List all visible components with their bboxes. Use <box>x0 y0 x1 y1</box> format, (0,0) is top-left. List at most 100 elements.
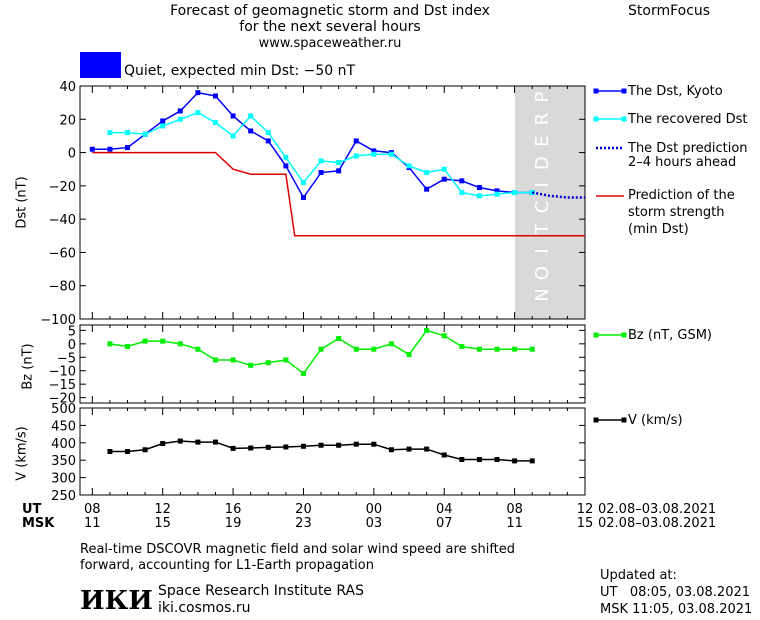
data-point <box>424 446 430 452</box>
msk-date-range: 02.08–03.08.2021 <box>598 516 717 531</box>
data-point <box>336 335 342 341</box>
data-point <box>476 346 482 352</box>
data-point <box>424 170 430 176</box>
y-tick-label: 450 <box>51 419 76 434</box>
legend-marker <box>621 88 627 94</box>
data-point <box>230 133 236 139</box>
y-tick-label: 400 <box>51 437 76 452</box>
updated-msk: MSK 11:05, 03.08.2021 <box>600 602 753 617</box>
data-point <box>441 452 447 458</box>
y-tick-label: −60 <box>49 246 76 261</box>
iki-logo: ИКИ <box>80 586 153 616</box>
data-point <box>265 360 271 366</box>
data-point <box>283 357 289 363</box>
data-point <box>125 449 131 454</box>
prediction-letter: T <box>532 223 553 236</box>
y-tick-label: 20 <box>59 113 76 128</box>
y-tick-label: 0 <box>68 338 76 353</box>
panel-frame <box>79 407 586 496</box>
data-point <box>459 178 465 184</box>
msk-tick-label: 11 <box>506 516 523 531</box>
chart-axes: −100−80−60−40−2002040−20−15−10−505250300… <box>40 80 586 504</box>
data-point <box>265 138 271 144</box>
msk-tick-label: 15 <box>154 516 171 531</box>
msk-label: MSK <box>22 516 55 531</box>
panel-frame <box>79 85 586 320</box>
data-point <box>424 186 430 192</box>
data-point <box>476 185 482 191</box>
y-tick-label: −40 <box>49 213 76 228</box>
y-tick-label: −5 <box>57 351 76 366</box>
data-point <box>300 195 306 201</box>
y-tick-label: −10 <box>49 365 76 380</box>
data-point <box>142 338 148 344</box>
data-point <box>177 341 183 347</box>
data-point <box>494 191 500 197</box>
chart-title-line2: for the next several hours <box>239 19 421 35</box>
legend-strength-line1: Prediction of the <box>628 188 735 203</box>
legend-marker <box>621 332 627 338</box>
data-point <box>107 341 113 347</box>
institute-site[interactable]: iki.cosmos.ru <box>158 600 251 616</box>
data-point <box>195 346 201 352</box>
data-point <box>388 341 394 347</box>
y-tick-label: 500 <box>51 402 76 417</box>
data-point <box>441 176 447 182</box>
data-point <box>195 90 201 96</box>
status-color-box <box>80 52 121 78</box>
data-point <box>160 123 166 129</box>
data-point <box>265 130 271 136</box>
data-point <box>494 346 500 352</box>
ut-date-range: 02.08–03.08.2021 <box>598 502 717 517</box>
data-point <box>512 458 518 464</box>
brand-name: StormFocus <box>628 3 711 19</box>
data-point <box>424 327 430 333</box>
data-point <box>300 443 306 449</box>
data-point <box>107 146 113 152</box>
data-point <box>142 447 148 453</box>
prediction-letter: D <box>532 156 553 170</box>
website-link[interactable]: www.spaceweather.ru <box>258 36 402 51</box>
data-point <box>371 441 377 447</box>
data-point <box>248 445 254 451</box>
data-point <box>177 116 183 122</box>
legend-strength-line2: storm strength <box>628 205 725 220</box>
data-point <box>336 442 342 448</box>
status-text: Quiet, expected min Dst: −50 nT <box>124 63 356 79</box>
legend-prediction-line1: The Dst prediction <box>628 141 748 156</box>
y-tick-label: 300 <box>51 472 76 487</box>
data-point <box>371 148 377 154</box>
data-point <box>388 151 394 157</box>
data-point <box>195 110 201 116</box>
y-tick-label: −20 <box>49 180 76 195</box>
data-point <box>353 153 359 159</box>
legend-marker <box>621 417 627 423</box>
data-point <box>230 113 236 119</box>
data-point <box>353 346 359 352</box>
data-point <box>160 440 166 446</box>
prediction-letter: I <box>532 182 553 187</box>
prediction-letter: E <box>532 135 553 146</box>
data-point <box>107 130 113 136</box>
data-point <box>230 445 236 451</box>
data-point <box>494 188 500 194</box>
legend-marker <box>593 88 599 94</box>
data-point <box>318 170 324 176</box>
data-point <box>336 168 342 174</box>
data-point <box>336 160 342 166</box>
data-point <box>459 344 465 350</box>
y-tick-label: −80 <box>49 280 76 295</box>
data-point <box>371 151 377 157</box>
y-tick-label: −100 <box>40 313 76 328</box>
data-point <box>160 118 166 124</box>
data-point <box>512 346 518 352</box>
data-point <box>177 108 183 114</box>
data-point <box>125 145 131 151</box>
ut-tick-label: 04 <box>435 502 453 517</box>
data-point <box>212 357 218 363</box>
y-tick-label: 5 <box>68 324 76 339</box>
data-point <box>406 163 412 169</box>
legend-markers <box>593 88 627 423</box>
